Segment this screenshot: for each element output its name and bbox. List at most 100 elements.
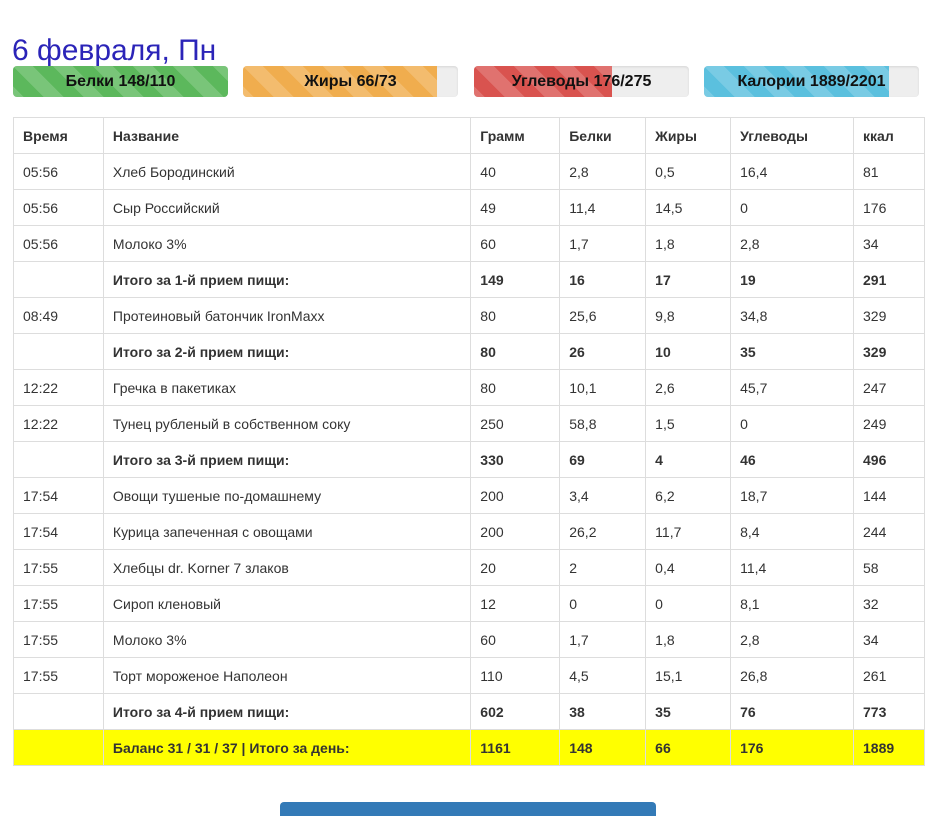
table-row: 17:55 Торт мороженое Наполеон 110 4,5 15,1 26…	[13, 657, 925, 694]
table-row: 17:54 Курица запеченная с овощами 200 26,2 1…	[13, 513, 925, 550]
cell-protein: 16	[559, 261, 647, 298]
header-kcal: ккал	[853, 117, 925, 154]
progress-carbs-label: Углеводы 176/275	[511, 73, 652, 90]
cell-kcal: 247	[853, 369, 925, 406]
page-title: 6 февраля, Пн	[12, 34, 217, 68]
header-grams: Грамм	[470, 117, 561, 154]
cell-protein: 1,7	[559, 225, 647, 262]
cell-fat: 4	[645, 441, 732, 478]
cell-name: Сироп кленовый	[102, 585, 472, 622]
cell-name: Курица запеченная с овощами	[102, 513, 472, 550]
cell-grams: 149	[470, 261, 561, 298]
cell-name: Тунец рубленый в собственном соку	[102, 405, 472, 442]
cell-grams: 1161	[470, 729, 561, 766]
cell-time: 17:55	[13, 549, 104, 586]
cell-carbs: 35	[730, 333, 855, 370]
cell-kcal: 329	[853, 297, 925, 334]
cell-protein: 3,4	[559, 477, 647, 514]
cell-protein: 69	[559, 441, 647, 478]
cell-time: 17:55	[13, 585, 104, 622]
cell-fat: 6,2	[645, 477, 732, 514]
progress-protein-label: Белки 148/110	[65, 73, 176, 90]
cell-kcal: 1889	[853, 729, 925, 766]
progress-calories-fill	[704, 66, 889, 97]
cell-protein: 1,7	[559, 621, 647, 658]
cell-kcal: 81	[853, 153, 925, 190]
cell-name: Итого за 3-й прием пищи:	[102, 441, 472, 478]
cell-time: 17:55	[13, 621, 104, 658]
cell-name: Итого за 1-й прием пищи:	[102, 261, 472, 298]
progress-protein: Белки 148/110	[13, 66, 228, 97]
cell-grams: 330	[470, 441, 561, 478]
cell-name: Протеиновый батончик IronMaxx	[102, 297, 472, 334]
cell-protein: 10,1	[559, 369, 647, 406]
cell-grams: 602	[470, 693, 561, 730]
cell-carbs: 26,8	[730, 657, 855, 694]
progress-fat-label: Жиры 66/73	[304, 73, 397, 90]
cell-carbs: 16,4	[730, 153, 855, 190]
cell-fat: 15,1	[645, 657, 732, 694]
header-name: Название	[102, 117, 472, 154]
progress-calories: Калории 1889/2201	[704, 66, 919, 97]
cell-fat: 1,5	[645, 405, 732, 442]
cell-protein: 11,4	[559, 189, 647, 226]
cell-fat: 1,8	[645, 225, 732, 262]
cell-protein: 2,8	[559, 153, 647, 190]
cell-name: Овощи тушеные по-домашнему	[102, 477, 472, 514]
cell-grams: 40	[470, 153, 561, 190]
table-row: 12:22 Тунец рубленый в собственном соку 25…	[13, 405, 925, 442]
cell-kcal: 249	[853, 405, 925, 442]
bottom-action-button[interactable]	[280, 802, 656, 816]
cell-kcal: 144	[853, 477, 925, 514]
cell-fat: 2,6	[645, 369, 732, 406]
meal-total-row: Итого за 1-й прием пищи: 149 16 17 19 291	[13, 261, 925, 298]
cell-carbs: 8,4	[730, 513, 855, 550]
header-fat: Жиры	[645, 117, 732, 154]
food-diary-table: Время Название Грамм Белки Жиры Углеводы…	[13, 117, 925, 766]
cell-kcal: 261	[853, 657, 925, 694]
meal-total-row: Итого за 2-й прием пищи: 80 26 10 35 329	[13, 333, 925, 370]
cell-name: Итого за 4-й прием пищи:	[102, 693, 472, 730]
cell-fat: 66	[645, 729, 732, 766]
cell-kcal: 773	[853, 693, 925, 730]
cell-name: Баланс 31 / 31 / 37 | Итого за день:	[102, 729, 472, 766]
cell-time: 12:22	[13, 405, 104, 442]
cell-kcal: 496	[853, 441, 925, 478]
meal-total-row: Итого за 3-й прием пищи: 330 69 4 46 496	[13, 441, 925, 478]
cell-fat: 0	[645, 585, 732, 622]
cell-fat: 17	[645, 261, 732, 298]
cell-grams: 60	[470, 621, 561, 658]
cell-time	[13, 333, 104, 370]
cell-fat: 1,8	[645, 621, 732, 658]
cell-protein: 25,6	[559, 297, 647, 334]
cell-name: Гречка в пакетиках	[102, 369, 472, 406]
cell-protein: 26,2	[559, 513, 647, 550]
progress-calories-label: Калории 1889/2201	[737, 73, 886, 90]
table-row: 05:56 Сыр Российский 49 11,4 14,5 0 176	[13, 189, 925, 226]
table-row: 05:56 Хлеб Бородинский 40 2,8 0,5 16,4 81	[13, 153, 925, 190]
progress-protein-fill	[13, 66, 228, 97]
cell-name: Молоко 3%	[102, 225, 472, 262]
meal-total-row: Итого за 4-й прием пищи: 602 38 35 76 773	[13, 693, 925, 730]
table-header-row: Время Название Грамм Белки Жиры Углеводы…	[13, 117, 925, 154]
cell-kcal: 58	[853, 549, 925, 586]
cell-name: Хлеб Бородинский	[102, 153, 472, 190]
day-balance-row: Баланс 31 / 31 / 37 | Итого за день: 1161…	[13, 729, 925, 766]
cell-time	[13, 261, 104, 298]
progress-fat-fill	[243, 66, 437, 97]
table-row: 05:56 Молоко 3% 60 1,7 1,8 2,8 34	[13, 225, 925, 262]
progress-carbs-fill	[474, 66, 612, 97]
cell-protein: 58,8	[559, 405, 647, 442]
cell-time: 05:56	[13, 189, 104, 226]
cell-name: Молоко 3%	[102, 621, 472, 658]
cell-fat: 0,4	[645, 549, 732, 586]
cell-grams: 12	[470, 585, 561, 622]
header-carbs: Углеводы	[730, 117, 855, 154]
cell-fat: 9,8	[645, 297, 732, 334]
cell-grams: 60	[470, 225, 561, 262]
cell-time: 17:55	[13, 657, 104, 694]
cell-grams: 80	[470, 297, 561, 334]
cell-time: 05:56	[13, 225, 104, 262]
cell-carbs: 34,8	[730, 297, 855, 334]
cell-carbs: 76	[730, 693, 855, 730]
